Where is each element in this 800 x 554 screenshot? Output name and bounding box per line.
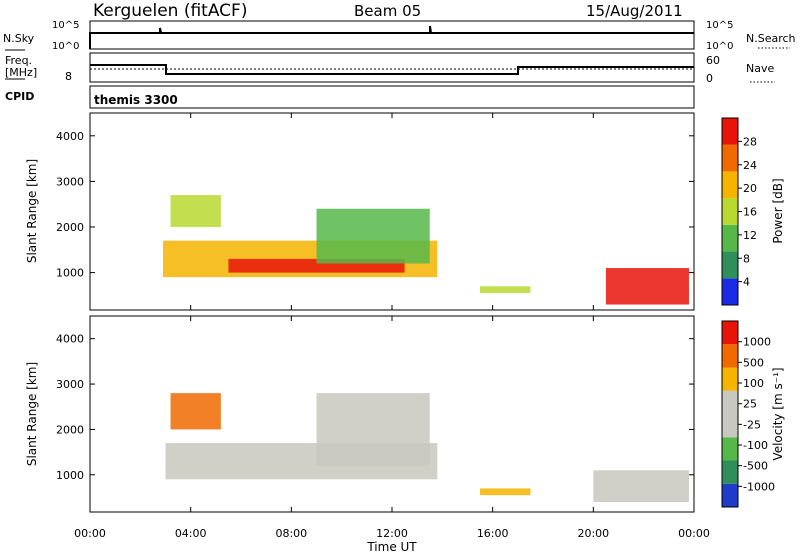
colorbar-tick-label: -1000 [743,480,775,493]
y-tick-label: 3000 [56,378,84,391]
freq-trace [90,64,694,75]
nsearch-tick-high: 10^5 [706,20,733,31]
x-axis: 00:00 04:00 08:00 12:00 16:00 20:00 00:00 [74,113,710,540]
power-data [162,195,689,305]
colorbar-swatch [722,367,738,391]
colorbar-swatch [722,483,738,507]
power-panel: 1000 2000 3000 4000 Slant Range [km] 28 24 20… [25,112,785,311]
colorbar-swatch [722,437,738,461]
colorbar-tick-label: 25 [743,398,757,411]
velocity-panel: 1000 2000 3000 4000 Slant Range [km] 1000 50… [25,315,785,513]
nsearch-label: N.Search [746,32,796,45]
colorbar-tick-label: 4 [743,276,750,289]
echo-region [593,470,689,503]
echo-region [480,488,531,496]
nsky-panel [89,20,695,50]
velocity-colorbar: 1000 500 100 25 -25 -100 -500 -1000 [721,320,775,508]
freq-unit: [MHz] [5,66,37,79]
y-tick-label: 1000 [56,267,84,280]
colorbar-tick-label: 1000 [743,336,771,349]
freq-label: Freq. [5,54,32,67]
power-colorbar: 28 24 20 16 12 8 4 [721,117,757,306]
power-colorbar-label: Power [dB] [771,178,785,243]
echo-region [170,393,221,430]
colorbar-frame [721,320,739,508]
x-tick-label: 04:00 [175,527,207,540]
colorbar-tick-label: 16 [743,206,757,219]
y-tick-label: 4000 [56,130,84,143]
colorbar-swatch [722,321,738,345]
x-tick-label: 00:00 [678,527,710,540]
colorbar-swatch [722,171,738,199]
nsky-tick-low: 10^0 [52,41,79,52]
y-tick-label: 2000 [56,423,84,436]
nsky-trace [89,25,694,49]
y-tick-label: 4000 [56,333,84,346]
freq-tick: 8 [65,70,72,83]
colorbar-swatch [722,198,738,225]
x-axis-label: Time UT [366,540,417,554]
colorbar-tick-label: 24 [743,159,757,172]
x-tick-label: 16:00 [477,527,509,540]
nave-tick-low: 0 [706,72,713,85]
colorbar-swatch [722,224,738,252]
echo-region [605,268,689,305]
nsky-tick-high: 10^5 [52,20,79,31]
colorbar-tick-label: 28 [743,135,757,148]
echo-region [316,208,430,264]
y-tick-label: 1000 [56,469,84,482]
colorbar-swatch [722,390,738,414]
cpid-panel [89,85,695,109]
station-title: Kerguelen (fitACF) [93,1,247,21]
colorbar-swatch [722,460,738,484]
colorbar-tick-label: -500 [743,460,768,473]
nsearch-tick-low: 10^0 [706,41,733,52]
power-yticks: 1000 2000 3000 4000 [56,130,694,280]
colorbar-swatch [722,251,738,279]
colorbar-tick-label: 100 [743,377,764,390]
velocity-data [165,393,689,503]
colorbar-tick-label: 12 [743,229,757,242]
echo-region [480,286,531,294]
nave-label: Nave [746,62,774,75]
colorbar-swatch [722,278,738,305]
x-tick-label: 12:00 [376,527,408,540]
nsky-label: N.Sky [3,32,35,45]
velocity-colorbar-label: Velocity [m s⁻¹] [771,367,785,460]
x-tick-label: 08:00 [275,527,307,540]
colorbar-swatch [722,118,738,145]
y-tick-label: 3000 [56,175,84,188]
date-title: 15/Aug/2011 [586,2,683,20]
cpid-value: themis 3300 [94,93,178,107]
velocity-ylabel: Slant Range [km] [25,362,39,466]
velocity-yticks: 1000 2000 3000 4000 [56,333,694,482]
colorbar-tick-label: 8 [743,252,750,265]
colorbar-tick-label: -25 [743,418,761,431]
colorbar-tick-label: 20 [743,182,757,195]
colorbar-tick-label: 500 [743,356,764,369]
y-tick-label: 2000 [56,221,84,234]
echo-region [170,195,221,228]
echo-region [316,393,430,466]
colorbar-swatch [722,344,738,368]
colorbar-tick-label: -100 [743,439,768,452]
beam-title: Beam 05 [354,2,421,20]
x-tick-label: 20:00 [577,527,609,540]
nave-tick-high: 60 [706,54,720,67]
x-tick-label: 00:00 [74,527,106,540]
power-ylabel: Slant Range [km] [25,159,39,263]
colorbar-swatch [722,144,738,172]
cpid-label: CPID [5,90,34,103]
colorbar-swatch [722,414,738,438]
